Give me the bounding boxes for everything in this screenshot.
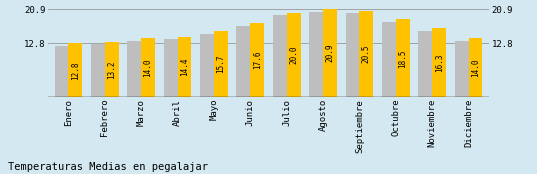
- Bar: [236, 26, 250, 97]
- Bar: [273, 15, 287, 97]
- Text: 15.7: 15.7: [216, 55, 226, 73]
- Bar: [287, 13, 301, 97]
- Bar: [396, 19, 410, 97]
- Bar: [469, 38, 482, 97]
- Bar: [105, 42, 119, 97]
- Bar: [455, 41, 469, 97]
- Text: 12.8: 12.8: [71, 61, 80, 80]
- Text: 20.9: 20.9: [325, 44, 335, 62]
- Bar: [55, 46, 68, 97]
- Text: 18.5: 18.5: [398, 49, 407, 68]
- Bar: [91, 44, 105, 97]
- Bar: [250, 23, 264, 97]
- Text: 16.3: 16.3: [434, 54, 444, 72]
- Text: Temperaturas Medias en pegalajar: Temperaturas Medias en pegalajar: [8, 162, 208, 172]
- Text: 14.0: 14.0: [471, 59, 480, 77]
- Bar: [141, 38, 155, 97]
- Bar: [200, 34, 214, 97]
- Bar: [68, 43, 82, 97]
- Text: 13.2: 13.2: [107, 60, 116, 79]
- Bar: [309, 11, 323, 97]
- Bar: [418, 31, 432, 97]
- Bar: [323, 9, 337, 97]
- Bar: [178, 37, 191, 97]
- Bar: [164, 39, 178, 97]
- Text: 20.5: 20.5: [362, 45, 371, 63]
- Bar: [382, 22, 396, 97]
- Bar: [359, 11, 373, 97]
- Bar: [127, 41, 141, 97]
- Text: 17.6: 17.6: [253, 51, 262, 69]
- Bar: [432, 29, 446, 97]
- Bar: [346, 13, 359, 97]
- Bar: [214, 31, 228, 97]
- Text: 14.0: 14.0: [143, 59, 153, 77]
- Text: 14.4: 14.4: [180, 58, 189, 76]
- Text: 20.0: 20.0: [289, 46, 298, 64]
